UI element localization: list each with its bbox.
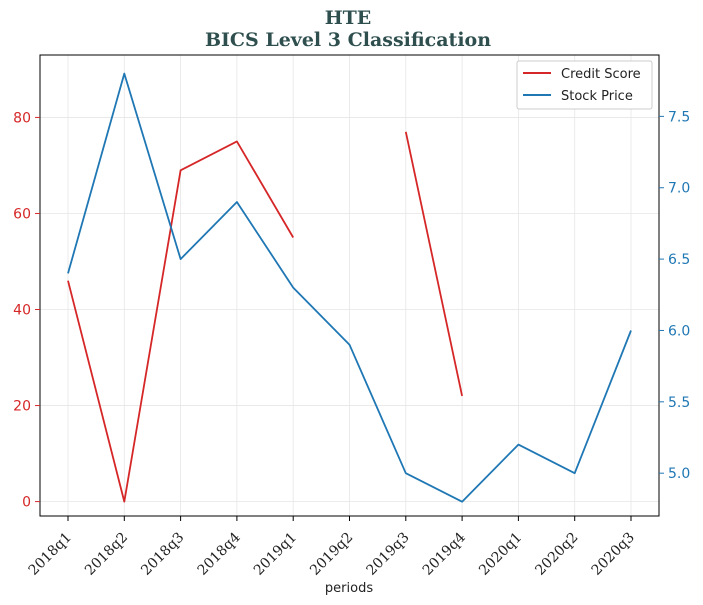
- stock-price-line: [67, 72, 632, 503]
- credit-score-line: [67, 140, 294, 503]
- x-tick-label: 2018q3: [138, 530, 187, 579]
- right-y-tick-label: 6.0: [668, 323, 690, 339]
- x-tick-label: 2018q2: [82, 530, 131, 579]
- right-y-axis: 5.0 5.5 6.0 6.5 7.0 7.5: [659, 109, 690, 482]
- x-tick-label: 2018q4: [195, 529, 244, 578]
- x-tick-label: 2020q1: [476, 530, 525, 579]
- right-y-tick-label: 5.0: [668, 466, 690, 482]
- x-axis: 2018q1 2018q2 2018q3 2018q4 2019q1 2019q2 2019…: [26, 516, 638, 579]
- chart-title: HTE: [325, 7, 372, 29]
- right-y-tick-label: 6.5: [668, 252, 690, 268]
- legend-stock-price-label: Stock Price: [561, 89, 633, 104]
- legend-credit-score-label: Credit Score: [561, 67, 641, 82]
- left-y-axis: 0 20 40 60 80: [13, 110, 40, 511]
- chart-subtitle: BICS Level 3 Classification: [205, 29, 491, 51]
- left-y-tick-label: 20: [13, 399, 31, 415]
- left-y-tick-label: 40: [13, 303, 31, 319]
- x-tick-label: 2019q4: [420, 529, 469, 578]
- x-tick-label: 2019q2: [307, 530, 356, 579]
- x-tick-label: 2020q3: [589, 530, 638, 579]
- right-y-tick-label: 5.5: [668, 395, 690, 411]
- right-y-tick-label: 7.5: [668, 109, 690, 125]
- series-layer: [67, 72, 632, 503]
- x-axis-label: periods: [325, 581, 373, 596]
- left-y-tick-label: 60: [13, 206, 31, 222]
- left-y-tick-label: 0: [22, 495, 31, 511]
- x-tick-label: 2020q2: [532, 530, 581, 579]
- right-y-tick-label: 7.0: [668, 181, 690, 197]
- left-y-tick-label: 80: [13, 110, 31, 126]
- x-tick-label: 2019q1: [251, 530, 300, 579]
- x-tick-label: 2019q3: [363, 530, 412, 579]
- legend: Credit Score Stock Price: [516, 60, 653, 110]
- credit-score-line: [404, 131, 463, 397]
- grid: [40, 55, 659, 516]
- x-tick-label: 2018q1: [26, 530, 75, 579]
